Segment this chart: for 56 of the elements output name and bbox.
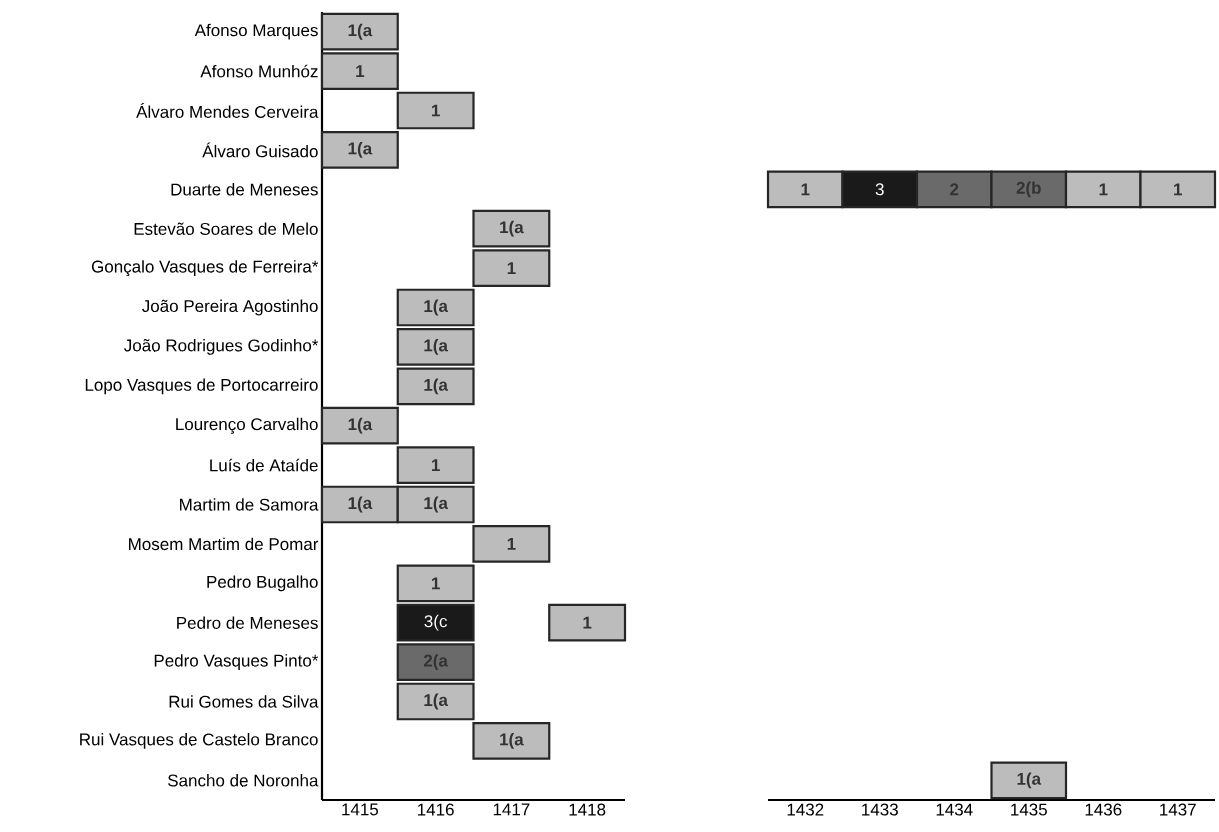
data-label: 1 [431,459,440,471]
data-label: 1(a [424,338,449,355]
y-tick-label: Duarte de Meneses [171,183,318,196]
x-tick-label: 1434 [936,803,973,816]
data-label: 2(a [423,654,449,671]
y-tick-label: Álvaro Mendes Cerveira [136,103,319,118]
data-label: 1(a [424,693,449,710]
data-label: 1(a [424,378,449,395]
data-label: 1(a [1017,772,1042,789]
data-label: 1(a [348,141,373,158]
x-tick-label: 1418 [569,803,606,816]
data-label: 1 [801,183,810,196]
data-label: 1 [431,104,440,117]
x-tick-label: 1437 [1160,803,1196,816]
data-label: 1 [431,577,440,590]
data-label: 1(a [348,496,373,513]
x-tick-label: 1416 [418,803,454,816]
data-label: 3 [875,183,884,196]
y-tick-label: Lopo Vasques de Portocarreiro [85,378,318,395]
y-tick-label: João Pereira Agostinho [142,299,318,316]
y-tick-label: Afonso Marques [194,23,318,40]
x-tick-label: 1435 [1011,803,1047,816]
y-tick-label: Lourenço Carvalho [176,417,318,434]
y-tick-label: Rui Vasques de Castelo Branco [80,732,318,749]
data-label: 1 [507,538,516,550]
data-label: 1(a [348,417,373,434]
y-tick-label: Álvaro Guisado [202,142,318,158]
data-label: 1(a [424,496,449,513]
y-tick-label: Estevão Soares de Melo [134,222,318,235]
data-label: 1(a [500,732,524,749]
x-tick-label: 1417 [493,803,530,816]
y-tick-label: Pedro de Meneses [177,616,318,629]
data-label: 1(a [500,220,524,237]
y-tick-label: Sancho de Noronha [168,774,319,787]
x-tick-label: 1436 [1085,803,1122,816]
data-label: 1 [507,262,516,274]
y-tick-label: João Rodrigues Godinho* [124,338,319,355]
data-label: 1 [1174,183,1183,196]
x-tick-label: 1433 [862,803,898,816]
data-label: 1 [583,616,592,629]
data-label: 1 [356,65,365,77]
data-label: 1 [1099,183,1108,196]
data-label: 3(c [424,614,447,631]
data-label: 1(a [424,299,449,316]
y-tick-label: Martim de Samora [180,498,319,511]
y-tick-label: Pedro Bugalho [207,575,318,592]
y-tick-label: Afonso Munhóz [200,64,318,78]
x-tick-label: 1415 [342,803,379,816]
y-tick-label: Rui Gomes da Silva [169,695,319,708]
y-tick-label: Gonçalo Vasques de Ferreira* [91,260,319,277]
y-tick-label: Mosem Martim de Pomar [129,537,319,551]
y-tick-label: Pedro Vasques Pinto* [154,654,319,671]
data-label: 1(a [348,23,373,40]
y-tick-label: Luís de Ataíde [210,458,318,472]
data-label: 2(b [1016,181,1041,198]
x-tick-label: 1432 [787,803,824,816]
